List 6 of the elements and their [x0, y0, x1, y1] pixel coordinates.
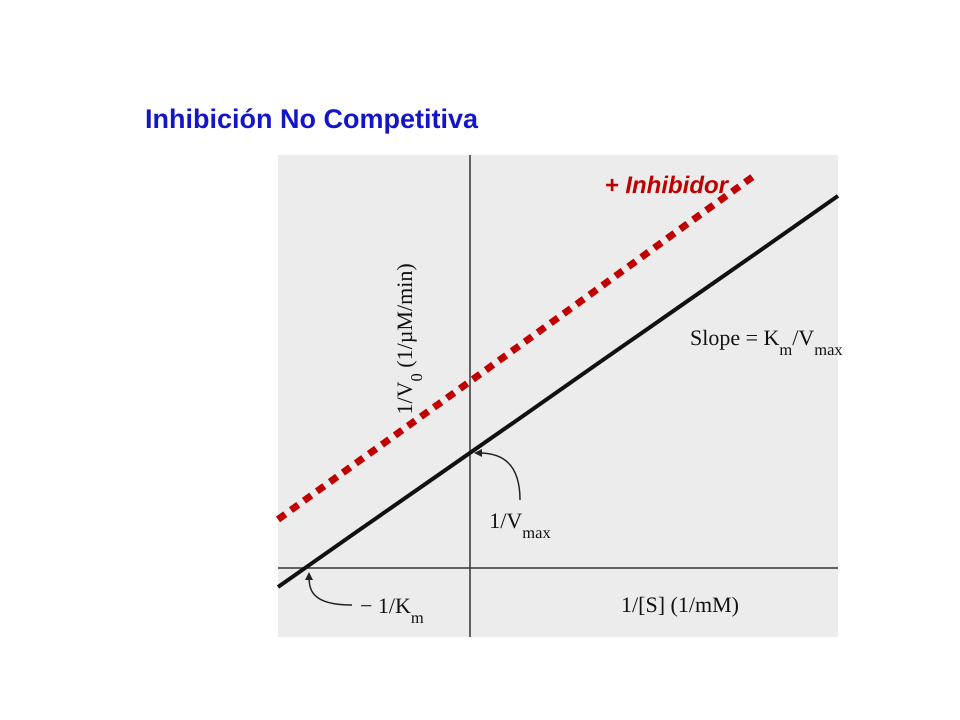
- series-label: + Inhibidor: [604, 172, 730, 199]
- chart-title: Inhibición No Competitiva: [145, 104, 479, 134]
- x-axis-title: 1/[S] (1/mM): [621, 592, 739, 617]
- annotation: Slope = K$_{m}$/V$_{max}$: [690, 325, 844, 358]
- text: − 1/K$_{m}$: [360, 593, 424, 626]
- annotation: 1/V$_{max}$: [489, 508, 552, 542]
